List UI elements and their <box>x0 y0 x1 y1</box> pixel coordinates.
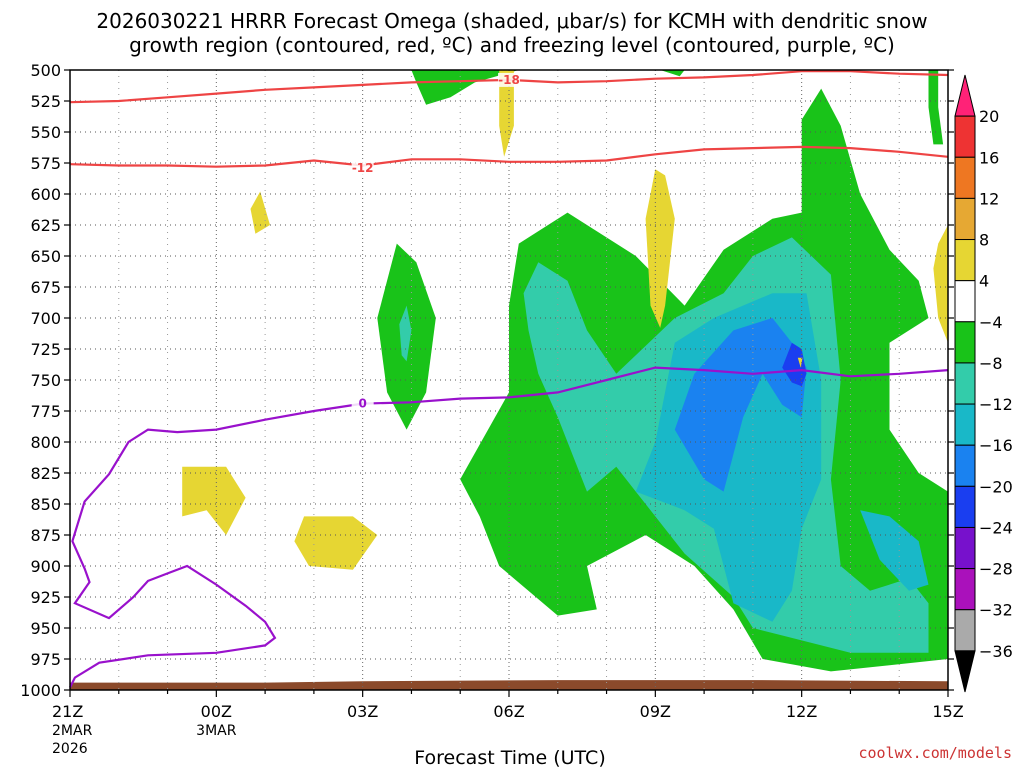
freezing-level-contour-label-bg-0 <box>351 396 374 411</box>
freezing-level-contour-label-0: 0 <box>358 397 366 411</box>
pressure-axis: 500 525 550 575 600 625 650 675 700 725 750 775 800 8… <box>20 61 954 700</box>
colorbar-label-8: −16 <box>979 436 1013 455</box>
y-tick-label-950: 950 <box>30 619 61 638</box>
y-tick-label-975: 975 <box>30 650 61 669</box>
x-tick-label-3: 00Z <box>201 702 232 721</box>
x-tick-label-12: 09Z <box>640 702 671 721</box>
colorbar-swatch-12 <box>954 568 976 611</box>
colorbar-label-10: −24 <box>979 518 1013 537</box>
omega-region-yellow-15 <box>645 169 675 328</box>
y-tick-label-575: 575 <box>30 154 61 173</box>
omega-region-teal-8 <box>860 510 929 591</box>
omega-colorbar: 20 16 12 8 4 −4 −8 −12 −16 −20 −24 −28 −32 −36 <box>954 74 1013 693</box>
colorbar-label-5: −4 <box>979 313 1003 332</box>
colorbar-label-6: −8 <box>979 354 1003 373</box>
dgz-contour-label-bg-1 <box>351 160 374 175</box>
y-tick-label-650: 650 <box>30 247 61 266</box>
colorbar-swatch-4 <box>954 239 976 282</box>
x-tick-label-9: 06Z <box>493 702 524 721</box>
colorbar-swatch-11 <box>954 526 976 570</box>
y-tick-label-875: 875 <box>30 526 61 545</box>
y-tick-label-725: 725 <box>30 340 61 359</box>
colorbar-swatch-7 <box>954 362 976 405</box>
colorbar-label-1: 16 <box>979 148 999 167</box>
x-tick-date-0: 2MAR <box>52 723 93 739</box>
terrain-ground <box>70 680 948 690</box>
colorbar-label-7: −12 <box>979 395 1013 414</box>
time-axis: 21Z 2MAR 2026 00Z 3MAR 03Z 06Z 09Z 12Z 15Z <box>52 690 964 757</box>
omega-region-yellow-17 <box>933 225 948 343</box>
chart-title-line-1: 2026030221 HRRR Forecast Omega (shaded, … <box>96 9 927 33</box>
y-tick-label-900: 900 <box>30 557 61 576</box>
omega-region-yellow-12 <box>294 516 378 570</box>
y-tick-label-700: 700 <box>30 309 61 328</box>
y-tick-label-625: 625 <box>30 216 61 235</box>
omega-region-green-2 <box>411 70 519 105</box>
colorbar-swatch-3 <box>954 197 976 241</box>
colorbar-label-11: −28 <box>979 560 1013 579</box>
x-tick-year-0: 2026 <box>52 741 88 757</box>
y-tick-label-600: 600 <box>30 185 61 204</box>
omega-region-yellow-13 <box>250 191 270 234</box>
colorbar-label-12: −32 <box>979 601 1013 620</box>
omega-region-yellow-14 <box>499 70 514 157</box>
colorbar-label-3: 8 <box>979 231 989 250</box>
x-tick-label-6: 03Z <box>347 702 378 721</box>
y-tick-label-1000: 1000 <box>20 681 61 700</box>
colorbar-swatch-6 <box>954 321 976 364</box>
dgz-contour-label-1: -12 <box>352 161 374 175</box>
colorbar-swatch-9 <box>954 444 976 487</box>
omega-region-green-4 <box>928 70 944 145</box>
colorbar-top-arrow <box>954 74 976 117</box>
omega-shaded-regions <box>182 70 948 672</box>
omega-region-yellow-11 <box>182 466 246 535</box>
x-tick-label-0: 21Z <box>52 702 83 721</box>
y-tick-label-500: 500 <box>30 61 61 80</box>
colorbar-bottom-arrow <box>954 650 976 693</box>
chart-title-line-2: growth region (contoured, red, ºC) and f… <box>129 33 895 57</box>
colorbar-label-2: 12 <box>979 189 999 208</box>
y-tick-label-750: 750 <box>30 371 61 390</box>
freezing-level-contour-0 <box>69 366 949 688</box>
y-tick-label-550: 550 <box>30 123 61 142</box>
colorbar-label-4: 4 <box>979 272 989 291</box>
omega-region-blue_dark-10 <box>782 342 807 387</box>
y-tick-label-825: 825 <box>30 464 61 483</box>
omega-region-teal_light-6 <box>399 305 412 362</box>
y-tick-label-800: 800 <box>30 433 61 452</box>
y-tick-label-775: 775 <box>30 402 61 421</box>
y-tick-label-850: 850 <box>30 495 61 514</box>
x-axis-label: Forecast Time (UTC) <box>414 747 605 768</box>
colorbar-label-13: −36 <box>979 642 1013 661</box>
colorbar-swatch-5 <box>954 280 976 323</box>
omega-region-yellow-16 <box>797 357 803 368</box>
colorbar-swatch-1 <box>954 115 976 158</box>
dgz-contour-label-bg-0 <box>498 72 520 87</box>
site-credit[interactable]: coolwx.com/models <box>858 744 1012 762</box>
colorbar-label-9: −20 <box>979 477 1013 496</box>
x-tick-label-18: 15Z <box>932 702 963 721</box>
omega-region-green-3 <box>660 70 685 77</box>
colorbar-swatch-13 <box>954 609 976 652</box>
omega-region-blue-9 <box>674 318 807 492</box>
x-tick-label-15: 12Z <box>786 702 817 721</box>
colorbar-swatch-2 <box>954 156 976 199</box>
dgz-contour-1 <box>69 145 949 168</box>
dgz-contour-label-0: -18 <box>498 73 520 87</box>
temperature-contours: -18 -12 0 <box>69 70 949 688</box>
colorbar-swatch-8 <box>954 403 976 446</box>
colorbar-label-0: 20 <box>979 107 999 126</box>
x-tick-date-3: 3MAR <box>196 723 237 739</box>
grid-lines <box>70 70 948 690</box>
terrain-fill <box>70 680 948 690</box>
y-tick-label-525: 525 <box>30 92 61 111</box>
colorbar-swatch-10 <box>954 485 976 528</box>
y-tick-label-675: 675 <box>30 278 61 297</box>
y-tick-label-925: 925 <box>30 588 61 607</box>
